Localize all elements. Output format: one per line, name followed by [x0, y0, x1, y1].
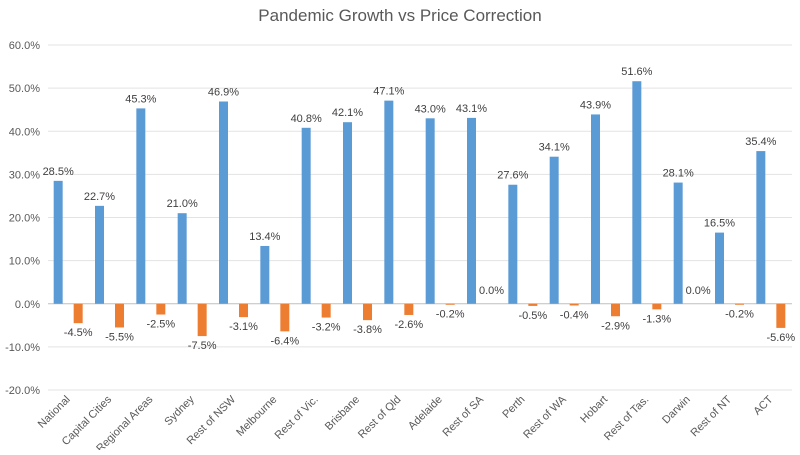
bar-growth — [260, 245, 270, 304]
data-label-correction: -0.5% — [518, 310, 547, 322]
x-tick-label: Perth — [500, 394, 527, 421]
data-label-growth: 22.7% — [84, 191, 115, 203]
x-tick-label: Rest of WA — [521, 393, 569, 441]
x-tick-label: Rest of SA — [440, 393, 486, 439]
bar-correction — [156, 303, 166, 315]
x-tick-label: Brisbane — [323, 394, 362, 433]
bar-growth — [425, 118, 435, 304]
bar-correction — [73, 303, 83, 324]
x-tick-label: Rest of Qld — [356, 394, 403, 441]
data-label-correction: -3.1% — [229, 321, 258, 333]
bar-correction — [280, 303, 290, 332]
data-label-growth: 42.1% — [332, 107, 363, 119]
data-label-correction: -7.5% — [188, 340, 217, 352]
bar-growth — [673, 182, 683, 304]
bar-correction — [611, 303, 620, 317]
y-tick-label: -10.0% — [5, 342, 40, 354]
chart-title: Pandemic Growth vs Price Correction — [258, 6, 542, 25]
bar-growth — [136, 108, 146, 304]
data-label-growth: 43.1% — [456, 103, 487, 115]
y-tick-label: 30.0% — [9, 169, 40, 181]
data-label-growth: 21.0% — [167, 198, 198, 210]
data-label-correction: -2.9% — [601, 320, 630, 332]
x-tick-label: Hobart — [578, 394, 610, 426]
data-label-growth: 28.5% — [43, 166, 74, 178]
bar-correction — [321, 303, 331, 318]
data-label-correction: -5.5% — [105, 331, 134, 343]
y-tick-label: 0.0% — [15, 299, 40, 311]
data-label-correction: -0.2% — [725, 309, 754, 321]
x-tick-label: Sydney — [162, 393, 197, 428]
bar-correction — [239, 303, 248, 318]
x-tick-label: Rest of Vic. — [273, 394, 321, 442]
y-tick-label: 50.0% — [9, 83, 40, 95]
y-tick-label: -20.0% — [5, 385, 40, 397]
data-label-growth: 16.5% — [704, 218, 735, 230]
bar-correction — [569, 303, 579, 306]
data-label-correction: 0.0% — [479, 285, 504, 297]
bar-growth — [467, 117, 476, 304]
data-label-growth: 43.9% — [580, 99, 611, 111]
x-tick-label: Adelaide — [406, 394, 445, 433]
bar-growth — [756, 151, 766, 304]
bar-growth — [343, 122, 352, 304]
data-label-growth: 28.1% — [663, 168, 694, 180]
bar-growth — [301, 127, 311, 304]
x-tick-label: Rest of NT — [688, 393, 734, 439]
data-label-correction: -4.5% — [64, 327, 93, 339]
bar-growth — [219, 101, 228, 304]
bar-growth — [549, 156, 559, 304]
bar-correction — [363, 303, 372, 321]
data-label-correction: -0.4% — [560, 309, 589, 321]
data-label-correction: -1.3% — [642, 313, 671, 325]
x-tick-label: National — [36, 394, 73, 431]
bar-correction — [735, 303, 744, 305]
bar-growth — [95, 205, 104, 304]
bar-growth — [177, 213, 187, 304]
bar-growth — [632, 81, 642, 304]
data-label-correction: -3.2% — [312, 322, 341, 334]
y-tick-label: 40.0% — [9, 126, 40, 138]
bar-correction — [197, 303, 207, 337]
data-label-growth: 45.3% — [125, 93, 156, 105]
bar-growth — [715, 232, 724, 304]
y-tick-label: 20.0% — [9, 213, 40, 225]
y-tick-label: 60.0% — [9, 40, 40, 52]
data-label-growth: 35.4% — [745, 136, 776, 148]
data-label-growth: 43.0% — [415, 103, 446, 115]
bar-correction — [115, 303, 124, 328]
x-tick-label: Darwin — [660, 394, 693, 427]
data-label-growth: 34.1% — [539, 142, 570, 154]
data-label-growth: 13.4% — [249, 231, 280, 243]
bar-correction — [404, 303, 414, 315]
bar-growth — [591, 114, 600, 304]
data-label-growth: 51.6% — [621, 66, 652, 78]
x-tick-label: ACT — [751, 393, 775, 417]
data-label-correction: -2.5% — [146, 319, 175, 331]
data-label-correction: -6.4% — [270, 335, 299, 347]
bar-correction — [445, 303, 455, 305]
bar-growth — [53, 180, 63, 304]
data-label-correction: -5.6% — [766, 332, 795, 344]
data-label-growth: 47.1% — [373, 86, 404, 98]
bar-growth — [384, 100, 394, 304]
bar-correction — [528, 303, 538, 306]
data-label-growth: 46.9% — [208, 86, 239, 98]
data-label-correction: 0.0% — [686, 285, 711, 297]
bar-correction — [776, 303, 786, 328]
x-tick-label: Rest of Tas. — [602, 394, 651, 443]
data-label-correction: -0.2% — [436, 309, 465, 321]
data-label-correction: -2.6% — [394, 319, 423, 331]
bar-growth — [508, 184, 518, 304]
y-tick-label: 10.0% — [9, 256, 40, 268]
data-label-growth: 27.6% — [497, 170, 528, 182]
data-label-correction: -3.8% — [353, 324, 382, 336]
bar-correction — [652, 303, 662, 310]
data-label-growth: 40.8% — [291, 113, 322, 125]
